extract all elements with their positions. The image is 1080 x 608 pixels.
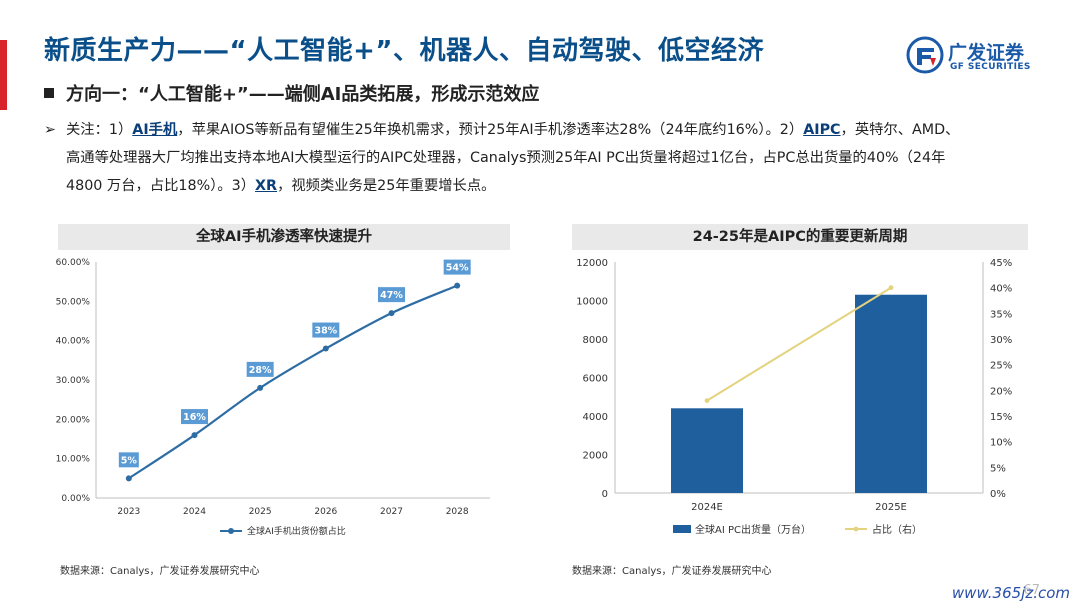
data-point — [388, 310, 395, 317]
y-tick-label: 20.00% — [56, 415, 91, 425]
data-label: 28% — [249, 365, 272, 376]
data-label-box — [443, 259, 471, 275]
gf-logo-icon — [906, 36, 944, 74]
y-tick-label: 60.00% — [56, 258, 91, 268]
x-tick-label: 2025 — [249, 507, 272, 517]
data-label-box — [378, 287, 405, 303]
keyword-ai-phone: AI手机 — [132, 122, 178, 138]
data-label-box — [118, 452, 139, 468]
left-y-tick-label: 12000 — [576, 258, 608, 269]
y-tick-label: 10.00% — [56, 455, 91, 465]
x-tick-label: 2024E — [691, 502, 723, 513]
legend-bar-swatch — [673, 525, 691, 533]
x-tick-label: 2024 — [183, 507, 206, 517]
legend-marker — [228, 528, 234, 534]
data-point — [191, 432, 198, 439]
logo-text-en: GF SECURITIES — [950, 62, 1031, 72]
logo-text-cn: 广发证券 — [948, 42, 1025, 64]
right-y-tick-label: 5% — [990, 463, 1006, 474]
body-text-part: ，视频类业务是25年重要增长点。 — [277, 178, 496, 194]
page-title: 新质生产力——“人工智能+”、机器人、自动驾驶、低空经济 — [44, 36, 764, 66]
watermark: www.365jz.com — [951, 584, 1070, 602]
company-logo: 广发证券 GF SECURITIES — [906, 36, 1056, 76]
data-point — [125, 475, 132, 482]
data-label: 54% — [446, 263, 469, 274]
page-number: 67 — [1023, 583, 1040, 598]
left-y-tick-label: 0 — [602, 489, 608, 500]
keyword-xr: XR — [255, 178, 278, 194]
x-tick-label: 2028 — [446, 507, 469, 517]
data-point — [454, 282, 461, 289]
right-y-tick-label: 30% — [990, 335, 1012, 346]
penetration-series-line — [128, 284, 458, 480]
data-label-box — [312, 322, 340, 338]
left-y-tick-label: 2000 — [583, 451, 608, 462]
y-tick-label: 40.00% — [56, 337, 91, 347]
y-tick-label: 30.00% — [56, 376, 91, 386]
x-tick-label: 2026 — [314, 507, 337, 517]
y-tick-label: 50.00% — [56, 297, 91, 307]
right-y-tick-label: 0% — [990, 489, 1006, 500]
shipment-bar — [671, 408, 743, 493]
share-data-point — [888, 285, 894, 291]
body-paragraph: ➢ 关注：1）AI手机，苹果AIOS等新品有望催生25年换机需求，预计25年AI手… — [44, 116, 1054, 200]
legend-label: 全球AI PC出货量（万台） — [695, 523, 811, 536]
right-y-tick-label: 20% — [990, 386, 1012, 397]
right-y-tick-label: 25% — [990, 361, 1012, 372]
section-marker — [0, 40, 7, 110]
data-label-box — [181, 409, 208, 425]
body-line-1: ➢ 关注：1）AI手机，苹果AIOS等新品有望催生25年换机需求，预计25年AI手… — [44, 116, 1054, 144]
left-y-tick-label: 8000 — [583, 335, 608, 346]
data-label: 47% — [380, 290, 403, 301]
data-label: 5% — [121, 455, 138, 466]
aipc-shipment-chart: 0 2000 4000 6000 8000 10000 12000 0% 5% 10% 15% 20%… — [576, 258, 1012, 536]
body-text-part: ，英特尔、AMD、 — [840, 122, 960, 138]
left-y-tick-label: 6000 — [583, 374, 608, 385]
data-label-box — [246, 361, 274, 377]
right-y-tick-label: 45% — [990, 258, 1012, 269]
data-label: 16% — [183, 412, 206, 423]
x-tick-label: 2025E — [875, 502, 907, 513]
body-text-part: 关注：1） — [66, 122, 133, 138]
left-y-tick-label: 4000 — [583, 412, 608, 423]
right-y-tick-label: 10% — [990, 438, 1012, 449]
ai-phone-penetration-chart: 0.00% 10.00% 20.00% 30.00% 40.00% 50.00% 60.00… — [56, 258, 490, 537]
shipment-bar — [855, 294, 927, 493]
legend-label: 全球AI手机出货份额占比 — [247, 525, 346, 537]
right-chart-source: 数据来源：Canalys，广发证券发展研究中心 — [572, 566, 772, 577]
legend-marker — [853, 526, 859, 532]
body-text-part: ，苹果AIOS等新品有望催生25年换机需求，预计25年AI手机渗透率达28%（2… — [177, 122, 804, 138]
square-bullet-icon — [44, 88, 54, 98]
share-data-point — [704, 398, 710, 403]
data-point — [322, 345, 329, 352]
body-line-2: 高通等处理器大厂均推出支持本地AI大模型运行的AIPC处理器，Canalys预测… — [66, 150, 946, 166]
left-y-tick-label: 10000 — [576, 297, 608, 308]
body-text-part: 4800 万台，占比18%）。3） — [66, 178, 256, 194]
left-chart-title: 全球AI手机渗透率快速提升 — [58, 224, 510, 250]
share-series-line — [706, 286, 892, 402]
left-chart-source: 数据来源：Canalys，广发证券发展研究中心 — [60, 566, 260, 577]
subheading-text: 方向一：“人工智能+”——端侧AI品类拓展，形成示范效应 — [66, 84, 540, 105]
x-tick-label: 2023 — [117, 507, 140, 517]
right-y-tick-label: 40% — [990, 284, 1012, 295]
arrow-bullet-icon: ➢ — [44, 122, 56, 138]
right-y-tick-label: 15% — [990, 412, 1012, 423]
legend-label: 占比（右） — [872, 523, 922, 536]
right-y-tick-label: 35% — [990, 309, 1012, 320]
keyword-aipc: AIPC — [803, 122, 841, 138]
right-chart-title: 24-25年是AIPC的重要更新周期 — [572, 224, 1028, 250]
data-label: 38% — [314, 326, 337, 337]
y-tick-label: 0.00% — [61, 494, 90, 504]
section-subheading: 方向一：“人工智能+”——端侧AI品类拓展，形成示范效应 — [44, 80, 539, 106]
x-tick-label: 2027 — [380, 507, 403, 517]
body-line-3: 4800 万台，占比18%）。3）XR，视频类业务是25年重要增长点。 — [44, 172, 1054, 200]
data-point — [257, 384, 264, 391]
